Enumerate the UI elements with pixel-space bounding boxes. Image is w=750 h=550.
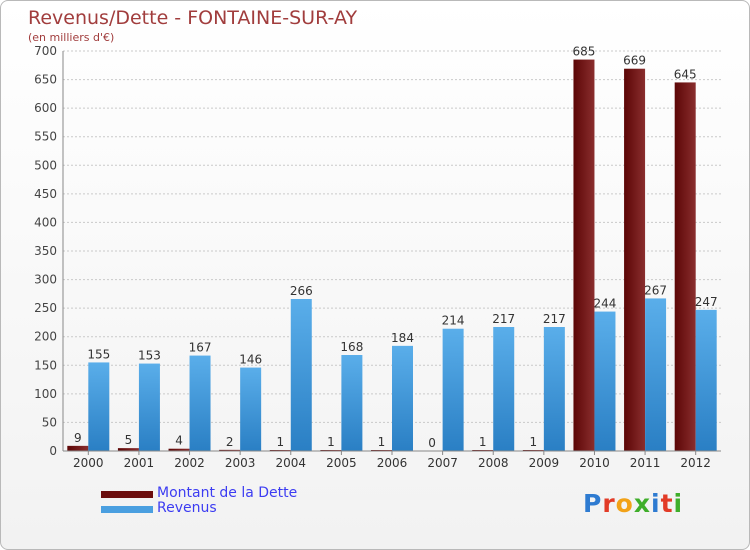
data-label-revenus: 214 bbox=[442, 314, 465, 328]
y-tick-label: 600 bbox=[34, 101, 57, 115]
x-tick-label: 2011 bbox=[630, 456, 661, 470]
y-tick-label: 100 bbox=[34, 387, 57, 401]
chart-subtitle: (en milliers d'€) bbox=[28, 31, 115, 44]
x-tick-label: 2005 bbox=[326, 456, 357, 470]
data-label-dette: 2 bbox=[226, 435, 234, 449]
y-tick-label: 200 bbox=[34, 330, 57, 344]
data-label-dette: 1 bbox=[378, 435, 386, 449]
data-label-dette: 9 bbox=[74, 431, 82, 445]
logo-letter: t bbox=[660, 489, 674, 518]
bar-revenus bbox=[290, 299, 312, 451]
bar-revenus bbox=[695, 309, 717, 451]
y-tick-label: 700 bbox=[34, 44, 57, 58]
data-label-revenus: 217 bbox=[492, 312, 515, 326]
legend-label-revenus: Revenus bbox=[157, 500, 217, 516]
bar-revenus bbox=[189, 355, 211, 451]
bar-revenus bbox=[645, 298, 667, 451]
logo-letter: r bbox=[602, 489, 616, 518]
x-tick-label: 2009 bbox=[529, 456, 560, 470]
axes: 0501001502002503003504004505005506006507… bbox=[34, 44, 721, 470]
bar-dette bbox=[117, 448, 139, 451]
x-tick-label: 2000 bbox=[73, 456, 104, 470]
data-labels: 9 155 5 153 4 167 2 146 1 266 1 168 1 184 0 214 1 217 1 217… bbox=[74, 45, 718, 450]
x-tick-label: 2006 bbox=[377, 456, 408, 470]
chart-title: Revenus/Dette - FONTAINE-SUR-AY bbox=[28, 7, 358, 29]
data-label-dette: 669 bbox=[623, 54, 646, 68]
data-label-revenus: 184 bbox=[391, 331, 414, 345]
data-label-revenus: 146 bbox=[239, 353, 262, 367]
legend-label-dette: Montant de la Dette bbox=[157, 485, 298, 501]
y-tick-label: 0 bbox=[49, 444, 57, 458]
legend-swatch-dette bbox=[101, 491, 153, 498]
y-tick-label: 650 bbox=[34, 73, 57, 87]
logo-letter: P bbox=[583, 489, 603, 518]
x-tick-label: 2012 bbox=[680, 456, 711, 470]
data-label-revenus: 153 bbox=[138, 349, 161, 363]
data-label-revenus: 266 bbox=[290, 284, 313, 298]
bar-revenus bbox=[594, 311, 616, 451]
bar-dette bbox=[624, 68, 646, 451]
x-tick-label: 2002 bbox=[174, 456, 205, 470]
data-label-dette: 1 bbox=[530, 435, 538, 449]
bar-dette bbox=[67, 445, 89, 451]
data-label-revenus: 244 bbox=[594, 297, 617, 311]
logo-letter: i bbox=[673, 489, 684, 518]
data-label-revenus: 217 bbox=[543, 312, 566, 326]
data-label-dette: 4 bbox=[175, 434, 183, 448]
data-label-dette: 645 bbox=[674, 67, 697, 81]
bar-dette bbox=[219, 449, 241, 451]
data-label-dette: 685 bbox=[573, 45, 596, 59]
bar-revenus bbox=[138, 363, 160, 451]
x-tick-label: 2007 bbox=[427, 456, 458, 470]
bar-revenus bbox=[240, 367, 262, 451]
y-tick-label: 450 bbox=[34, 187, 57, 201]
data-label-revenus: 155 bbox=[87, 347, 110, 361]
y-tick-label: 50 bbox=[42, 415, 57, 429]
bar-revenus bbox=[442, 328, 464, 451]
y-tick-label: 250 bbox=[34, 301, 57, 315]
y-tick-label: 550 bbox=[34, 130, 57, 144]
logo-letter: o bbox=[615, 489, 634, 518]
bar-dette bbox=[168, 448, 190, 451]
y-tick-label: 350 bbox=[34, 244, 57, 258]
data-label-dette: 1 bbox=[327, 435, 335, 449]
bar-revenus bbox=[392, 345, 413, 451]
y-tick-label: 500 bbox=[34, 158, 57, 172]
data-label-revenus: 247 bbox=[695, 295, 718, 309]
bars bbox=[67, 59, 717, 451]
x-tick-label: 2008 bbox=[478, 456, 509, 470]
y-tick-label: 400 bbox=[34, 215, 57, 229]
data-label-revenus: 167 bbox=[189, 341, 212, 355]
data-label-dette: 5 bbox=[125, 433, 133, 447]
bar-revenus bbox=[543, 327, 565, 451]
bar-dette bbox=[573, 59, 595, 451]
bar-dette bbox=[674, 82, 696, 451]
logo-letter: i bbox=[651, 489, 661, 518]
x-tick-label: 2004 bbox=[275, 456, 306, 470]
data-label-dette: 1 bbox=[276, 435, 284, 449]
proxiti-logo: Proxiti bbox=[583, 489, 683, 518]
data-label-revenus: 267 bbox=[644, 283, 667, 297]
data-label-revenus: 168 bbox=[340, 340, 363, 354]
bar-revenus bbox=[341, 355, 363, 451]
legend-swatch-revenus bbox=[101, 506, 153, 513]
data-label-dette: 1 bbox=[479, 435, 487, 449]
data-label-dette: 0 bbox=[428, 436, 436, 450]
y-tick-label: 300 bbox=[34, 273, 57, 287]
y-tick-label: 150 bbox=[34, 358, 57, 372]
x-tick-label: 2010 bbox=[579, 456, 610, 470]
logo-letter: x bbox=[633, 489, 651, 518]
x-tick-label: 2001 bbox=[124, 456, 155, 470]
bar-revenus bbox=[493, 327, 515, 451]
x-tick-label: 2003 bbox=[225, 456, 256, 470]
bar-revenus bbox=[88, 362, 110, 451]
